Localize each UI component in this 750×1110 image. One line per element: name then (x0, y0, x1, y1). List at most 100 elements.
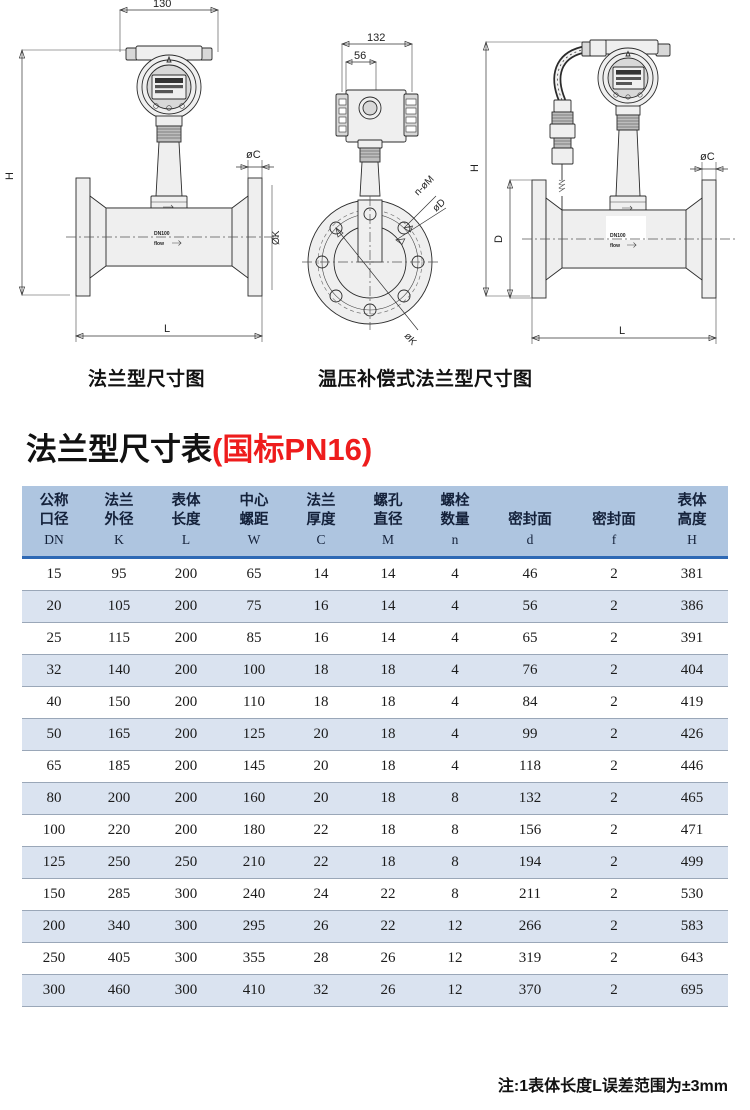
table-row: 150 285 300 240 24 22 8 211 2 530 (22, 878, 728, 911)
table-cell: 250 (152, 846, 220, 879)
col-header-n-cn1: 螺栓 (440, 493, 470, 509)
table-cell: 20 (288, 750, 354, 783)
table-cell: 465 (656, 782, 728, 815)
table-cell: 22 (288, 814, 354, 847)
col-header-h: 表体 高度 H (656, 486, 728, 559)
body-flow-label: flow (154, 241, 164, 247)
table-cell: 24 (288, 878, 354, 911)
table-cell: 16 (288, 590, 354, 623)
col-header-c-sym: C (316, 532, 326, 547)
table-cell: 4 (422, 686, 488, 719)
spec-table-wrapper: 公称 口径 DN 法兰 外径 K 表体 长度 L 中 (22, 486, 728, 1007)
drawing-captions: 法兰型尺寸图 温压补偿式法兰型尺寸图 (0, 360, 750, 400)
col-header-n-sym: n (451, 532, 459, 547)
table-cell: 18 (354, 782, 422, 815)
table-cell: 100 (22, 814, 86, 847)
table-cell: 80 (22, 782, 86, 815)
body-dn-label-2: DN100 (610, 233, 626, 239)
dim-label-56: 56 (354, 50, 366, 62)
dim-flange-thickness: øC (236, 149, 274, 180)
table-cell: 99 (488, 718, 572, 751)
table-row: 65 185 200 145 20 18 4 118 2 446 (22, 750, 728, 783)
table-cell: 95 (86, 557, 152, 591)
table-cell: 404 (656, 654, 728, 687)
table-cell: 20 (288, 718, 354, 751)
table-cell: 56 (488, 590, 572, 623)
table-cell: 125 (220, 718, 288, 751)
meter-body-2: DN100 flow (522, 179, 736, 299)
dim-width-132: 132 (340, 32, 414, 92)
table-cell: 583 (656, 910, 728, 943)
table-cell: 4 (422, 590, 488, 623)
body-dn-label: DN100 (154, 231, 170, 237)
table-cell: 2 (572, 654, 656, 687)
table-cell: 499 (656, 846, 728, 879)
table-cell: 75 (220, 590, 288, 623)
section-title-main: 法兰型尺寸表 (26, 432, 212, 467)
table-cell: 2 (572, 718, 656, 751)
table-cell: 210 (220, 846, 288, 879)
col-header-d-sym: d (526, 532, 534, 547)
pressure-compensation-assembly (549, 39, 607, 214)
table-cell: 16 (288, 622, 354, 655)
col-header-l-sym: L (181, 532, 191, 547)
table-cell: 266 (488, 910, 572, 943)
table-cell: 2 (572, 686, 656, 719)
table-row: 50 165 200 125 20 18 4 99 2 426 (22, 718, 728, 751)
table-cell: 46 (488, 557, 572, 591)
table-cell: 12 (422, 942, 488, 975)
table-row: 32 140 200 100 18 18 4 76 2 404 (22, 654, 728, 687)
meter-body: DN100 flow (66, 177, 280, 297)
flange-type-drawing: 130 H (0, 0, 300, 355)
table-row: 250 405 300 355 28 26 12 319 2 643 (22, 942, 728, 975)
transmitter-head (125, 45, 213, 120)
table-cell: 300 (152, 910, 220, 943)
caption-compensated-type: 温压补偿式法兰型尺寸图 (318, 369, 533, 390)
col-header-k-cn1: 法兰 (104, 493, 134, 509)
table-cell: 211 (488, 878, 572, 911)
table-cell: 355 (220, 942, 288, 975)
col-header-m: 螺孔 直径 M (354, 486, 422, 559)
table-cell: 200 (86, 782, 152, 815)
dim-label-L2: L (619, 325, 625, 337)
col-header-dn-sym: DN (44, 532, 64, 547)
section-title-standard: (国标PN16) (212, 432, 373, 467)
dim-label-nM: n-øM (412, 174, 436, 198)
table-cell: 2 (572, 782, 656, 815)
table-cell: 391 (656, 622, 728, 655)
table-cell: 165 (86, 718, 152, 751)
table-cell: 125 (22, 846, 86, 879)
col-header-k-sym: K (114, 532, 124, 547)
dim-flange-thickness-2: øC (690, 151, 728, 182)
table-cell: 370 (488, 974, 572, 1007)
table-cell: 84 (488, 686, 572, 719)
table-cell: 76 (488, 654, 572, 687)
table-cell: 14 (354, 557, 422, 591)
table-cell: 14 (354, 622, 422, 655)
table-cell: 4 (422, 622, 488, 655)
table-cell: 20 (22, 590, 86, 623)
dim-label-130: 130 (153, 0, 171, 10)
dim-height-H: H (4, 48, 126, 297)
col-header-m-sym: M (381, 532, 394, 547)
dim-height-H2: H (470, 40, 598, 298)
table-cell: 410 (220, 974, 288, 1007)
col-header-d-cn2: 密封面 (508, 512, 552, 528)
col-header-w-cn2: 螺距 (239, 512, 269, 528)
table-row: 40 150 200 110 18 18 4 84 2 419 (22, 686, 728, 719)
table-cell: 150 (22, 878, 86, 911)
dim-label-OK: ØK (271, 230, 282, 245)
table-cell: 200 (152, 814, 220, 847)
col-header-l-cn1: 表体 (171, 493, 201, 509)
col-header-n: 螺栓 数量 n (422, 486, 488, 559)
table-cell: 12 (422, 974, 488, 1007)
table-cell: 105 (86, 590, 152, 623)
flange-dimension-table: 公称 口径 DN 法兰 外径 K 表体 长度 L 中 (22, 486, 728, 1007)
table-cell: 220 (86, 814, 152, 847)
col-header-l-cn2: 长度 (171, 512, 201, 528)
dim-flange-outer: ØK (271, 185, 282, 290)
table-cell: 65 (220, 557, 288, 591)
col-header-l: 表体 长度 L (152, 486, 220, 559)
table-row: 200 340 300 295 26 22 12 266 2 583 (22, 910, 728, 943)
